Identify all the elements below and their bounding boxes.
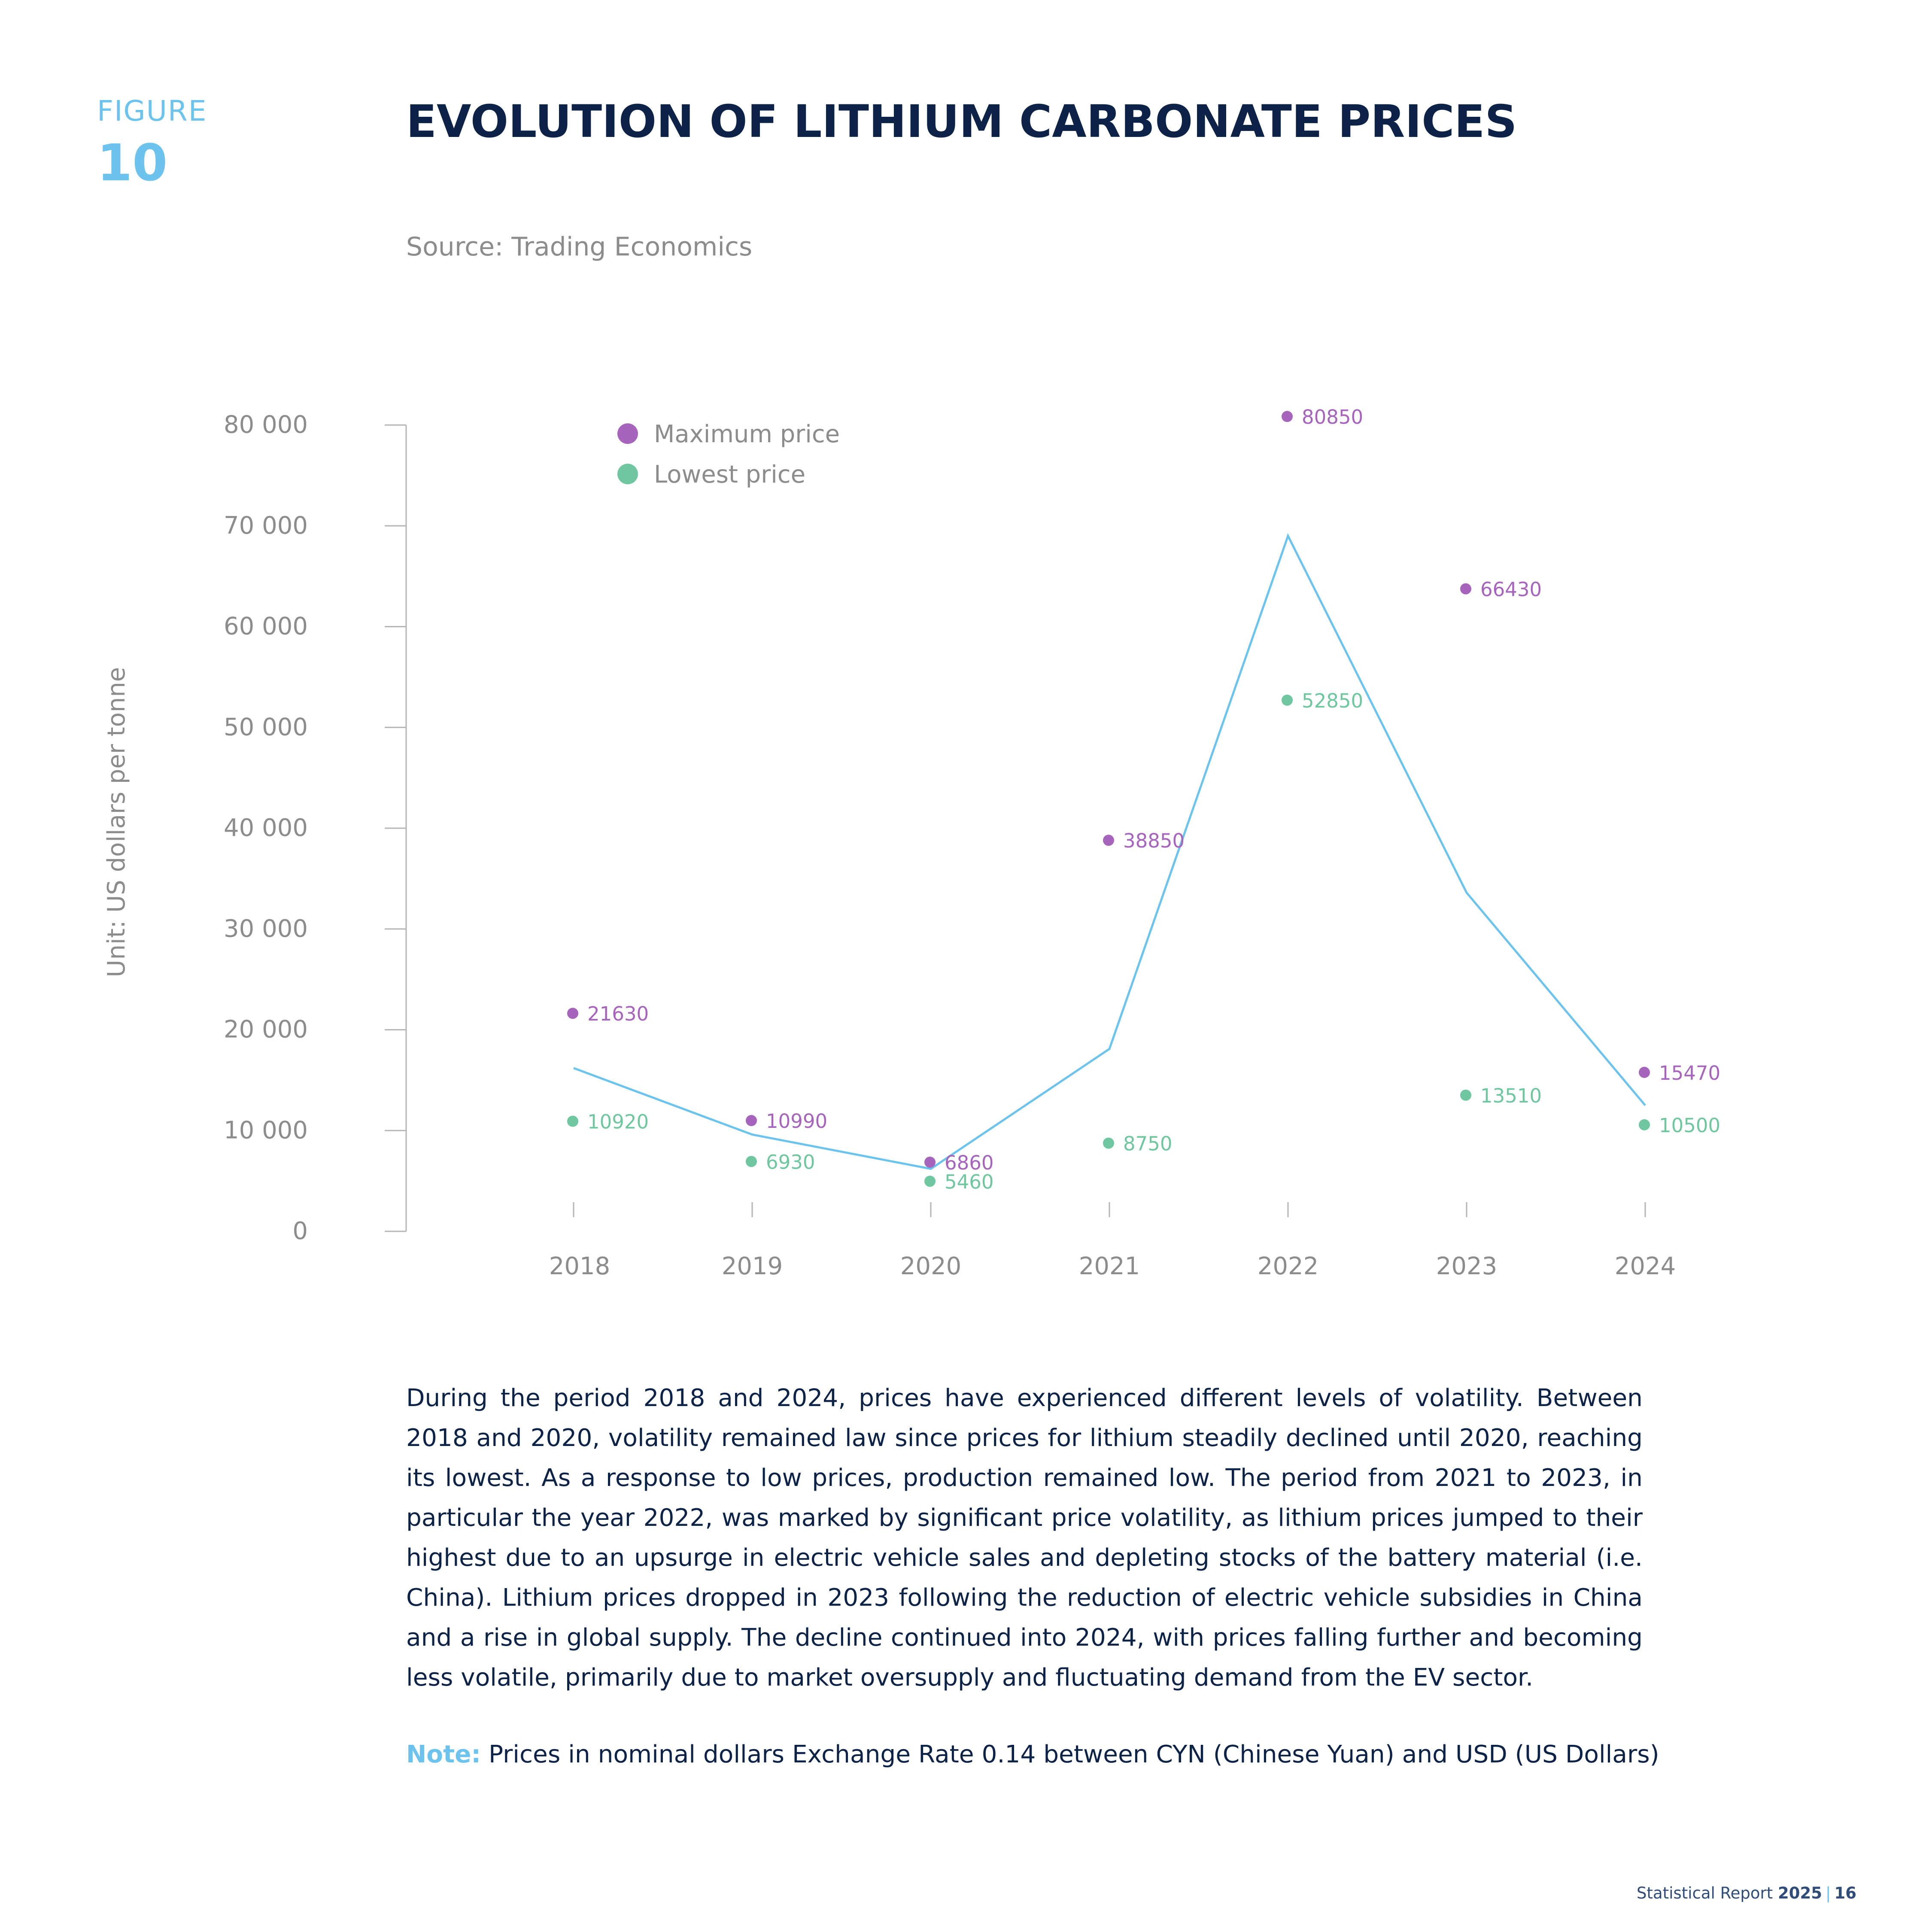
footer-separator: | — [1826, 1884, 1831, 1902]
y-tick-label: 30 000 — [224, 915, 308, 943]
footer-report-name: Statistical Report — [1637, 1884, 1778, 1902]
lowest-price-data-label: 8750 — [1123, 1133, 1173, 1155]
maximum-price-point — [1282, 411, 1293, 422]
legend-swatch-lowest-price — [617, 464, 638, 484]
lowest-price-point — [567, 1115, 578, 1127]
lowest-price-point — [1282, 694, 1293, 706]
maximum-price-point — [1103, 835, 1114, 846]
y-axis-label: Unit: US dollars per tonne — [103, 667, 131, 978]
y-tick-label: 0 — [292, 1217, 308, 1245]
note: Note: Prices in nominal dollars Exchange… — [406, 1741, 1659, 1768]
x-tick-label: 2018 — [549, 1252, 611, 1280]
maximum-price-data-label: 38850 — [1123, 829, 1185, 852]
lowest-price-data-label: 5460 — [945, 1170, 994, 1193]
figure-number: 10 — [97, 133, 168, 192]
maximum-price-point — [567, 1008, 578, 1019]
legend-label-maximum-price: Maximum price — [654, 420, 840, 448]
legend-swatch-maximum-price — [617, 423, 638, 444]
maximum-price-data-label: 10990 — [766, 1110, 827, 1133]
body-paragraph: During the period 2018 and 2024, prices … — [406, 1384, 1643, 1692]
x-tick-label: 2022 — [1258, 1252, 1319, 1280]
footer-page-number: 16 — [1834, 1884, 1857, 1902]
figure-label: FIGURE — [97, 94, 207, 128]
x-tick-label: 2021 — [1079, 1252, 1140, 1280]
lowest-price-data-label: 10920 — [587, 1111, 649, 1133]
x-tick-label: 2023 — [1436, 1252, 1498, 1280]
lowest-price-point — [1460, 1089, 1471, 1101]
legend-label-lowest-price: Lowest price — [654, 461, 805, 489]
maximum-price-data-label: 80850 — [1302, 406, 1363, 428]
lowest-price-point — [924, 1176, 936, 1187]
maximum-price-data-label: 6860 — [945, 1151, 994, 1174]
maximum-price-data-label: 15470 — [1659, 1062, 1720, 1084]
chart-title: EVOLUTION OF LITHIUM CARBONATE PRICES — [406, 95, 1517, 148]
x-tick-label: 2024 — [1615, 1252, 1676, 1280]
maximum-price-data-label: 66430 — [1480, 578, 1542, 601]
lowest-price-data-label: 52850 — [1302, 690, 1363, 712]
lowest-price-point — [1103, 1137, 1114, 1149]
y-tick-label: 10 000 — [224, 1116, 308, 1144]
y-tick-label: 40 000 — [224, 814, 308, 842]
lowest-price-data-label: 10500 — [1659, 1114, 1720, 1137]
maximum-price-point — [924, 1156, 936, 1168]
note-label: Note: — [406, 1741, 481, 1768]
x-tick-label: 2019 — [722, 1252, 783, 1280]
footer-year: 2025 — [1778, 1884, 1823, 1902]
maximum-price-point — [1460, 583, 1471, 595]
note-text: Prices in nominal dollars Exchange Rate … — [481, 1741, 1659, 1768]
y-tick-label: 70 000 — [224, 512, 308, 540]
maximum-price-data-label: 21630 — [587, 1002, 649, 1025]
y-tick-label: 20 000 — [224, 1016, 308, 1044]
lowest-price-point — [746, 1156, 757, 1167]
lowest-price-data-label: 13510 — [1480, 1084, 1542, 1107]
maximum-price-point — [746, 1115, 757, 1127]
lowest-price-data-label: 6930 — [766, 1151, 815, 1173]
y-tick-label: 50 000 — [224, 713, 308, 741]
x-tick-label: 2020 — [900, 1252, 962, 1280]
lowest-price-point — [1639, 1119, 1650, 1130]
maximum-price-point — [1639, 1066, 1650, 1078]
y-tick-label: 80 000 — [224, 411, 308, 439]
price-trend-line — [573, 533, 1646, 1170]
chart-source: Source: Trading Economics — [406, 232, 753, 262]
y-tick-label: 60 000 — [224, 613, 308, 641]
page-footer: Statistical Report 2025 | 16 — [1637, 1884, 1856, 1902]
